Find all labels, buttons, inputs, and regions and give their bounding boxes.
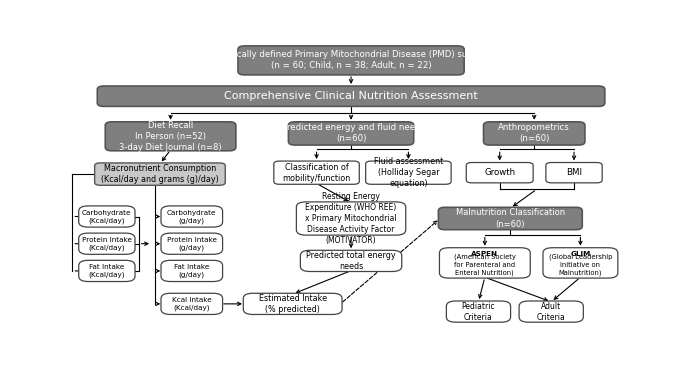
FancyBboxPatch shape <box>300 250 402 272</box>
FancyBboxPatch shape <box>438 207 582 230</box>
Text: Growth: Growth <box>484 168 515 177</box>
FancyBboxPatch shape <box>95 163 225 185</box>
FancyBboxPatch shape <box>97 86 605 106</box>
FancyBboxPatch shape <box>161 206 223 227</box>
Text: Diet Recall
In Person (n=52)
3-day Diet Journal (n=8): Diet Recall In Person (n=52) 3-day Diet … <box>119 121 222 152</box>
FancyBboxPatch shape <box>161 293 223 314</box>
Text: Fat Intake
(Kcal/day): Fat Intake (Kcal/day) <box>88 264 125 278</box>
FancyBboxPatch shape <box>79 206 135 227</box>
FancyBboxPatch shape <box>543 248 618 278</box>
FancyBboxPatch shape <box>238 46 464 75</box>
FancyBboxPatch shape <box>546 163 602 183</box>
Text: Protein Intake
(g/day): Protein Intake (g/day) <box>167 237 216 251</box>
Text: Kcal Intake
(Kcal/day): Kcal Intake (Kcal/day) <box>172 297 212 311</box>
FancyBboxPatch shape <box>440 248 530 278</box>
Text: Carbohydrate
(g/day): Carbohydrate (g/day) <box>167 209 216 224</box>
Text: Resting Energy
Expenditure (WHO REE)
x Primary Mitochondrial
Disease Activity Fa: Resting Energy Expenditure (WHO REE) x P… <box>306 192 397 245</box>
Text: Protein Intake
(Kcal/day): Protein Intake (Kcal/day) <box>82 237 132 251</box>
FancyBboxPatch shape <box>274 161 360 184</box>
Text: Genetically defined Primary Mitochondrial Disease (PMD) subjects
(n = 60; Child,: Genetically defined Primary Mitochondria… <box>208 50 494 70</box>
FancyBboxPatch shape <box>447 301 510 322</box>
Text: Malnutrition Classification
(n=60): Malnutrition Classification (n=60) <box>456 208 565 228</box>
Text: Macronutrient Consumption
(Kcal/day and grams (g)/day): Macronutrient Consumption (Kcal/day and … <box>101 164 219 184</box>
Text: Fat Intake
(g/day): Fat Intake (g/day) <box>174 264 210 278</box>
FancyBboxPatch shape <box>243 293 342 314</box>
FancyBboxPatch shape <box>105 122 236 151</box>
FancyBboxPatch shape <box>161 233 223 254</box>
Text: ASPEN: ASPEN <box>471 251 499 257</box>
FancyBboxPatch shape <box>161 260 223 282</box>
Text: Pediatric
Criteria: Pediatric Criteria <box>462 302 495 322</box>
FancyBboxPatch shape <box>366 161 451 184</box>
Text: Classification of
mobility/function: Classification of mobility/function <box>282 163 351 183</box>
Text: BMI: BMI <box>566 168 582 177</box>
Text: Predicted total energy
needs: Predicted total energy needs <box>306 251 396 271</box>
Text: Comprehensive Clinical Nutrition Assessment: Comprehensive Clinical Nutrition Assessm… <box>224 91 478 101</box>
FancyBboxPatch shape <box>519 301 584 322</box>
Text: Adult
Criteria: Adult Criteria <box>537 302 566 322</box>
FancyBboxPatch shape <box>297 202 406 235</box>
FancyBboxPatch shape <box>79 233 135 254</box>
Text: GLIM: GLIM <box>571 251 590 257</box>
FancyBboxPatch shape <box>484 122 585 145</box>
FancyBboxPatch shape <box>288 122 414 145</box>
Text: Carbohydrate
(Kcal/day): Carbohydrate (Kcal/day) <box>82 209 132 224</box>
Text: Estimated Intake
(% predicted): Estimated Intake (% predicted) <box>259 294 327 314</box>
Text: (American Society
for Parenteral and
Enteral Nutrition): (American Society for Parenteral and Ent… <box>454 254 516 276</box>
Text: Fluid assessment
(Holliday Segar
equation): Fluid assessment (Holliday Segar equatio… <box>374 157 443 188</box>
Text: Anthropometrics
(n=60): Anthropometrics (n=60) <box>499 124 570 144</box>
Text: (Global Leadership
Initiative on
Malnutrition): (Global Leadership Initiative on Malnutr… <box>549 254 612 276</box>
FancyBboxPatch shape <box>79 260 135 282</box>
FancyBboxPatch shape <box>466 163 533 183</box>
Text: Predicted energy and fluid need
(n=60): Predicted energy and fluid need (n=60) <box>282 124 421 144</box>
